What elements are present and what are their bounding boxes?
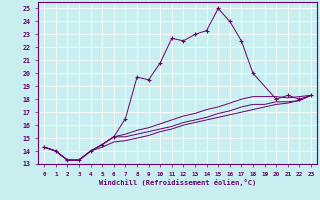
X-axis label: Windchill (Refroidissement éolien,°C): Windchill (Refroidissement éolien,°C) [99,179,256,186]
